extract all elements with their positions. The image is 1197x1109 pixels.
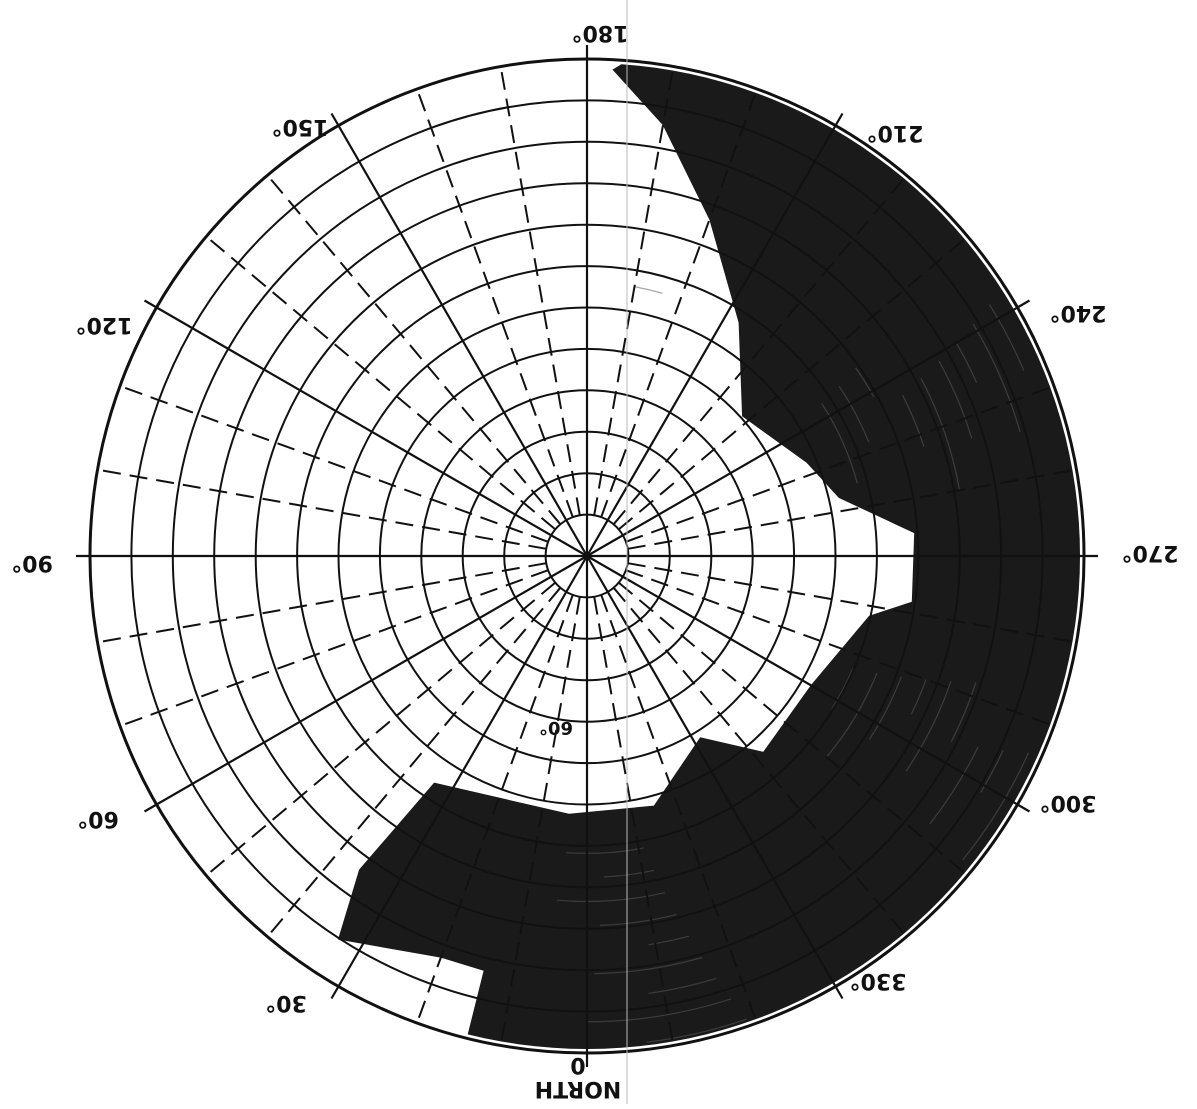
bearing-line-dashed	[625, 385, 1055, 543]
shading-streak	[855, 367, 875, 398]
label-180-deg: 180°	[572, 20, 629, 45]
label-30-deg: 30°	[265, 990, 307, 1015]
shading-streak	[988, 304, 1025, 371]
bearing-lines	[76, 0, 1098, 1104]
shading-streak	[902, 394, 925, 447]
bearing-line-dashed	[205, 581, 556, 877]
bearing-line-dashed	[119, 569, 549, 727]
label-240-deg: 240°	[1050, 300, 1107, 325]
shading-streak	[586, 998, 732, 1023]
bearing-line-dashed	[625, 569, 1055, 727]
label-inner-60-deg: 60°	[539, 717, 573, 738]
shading-streak	[599, 914, 677, 926]
label-300-deg: 300°	[1040, 790, 1097, 815]
bearing-line-solid	[586, 299, 1031, 557]
label-90-deg: 90°	[11, 550, 53, 575]
shading-streak	[648, 977, 717, 995]
shading-streak	[920, 378, 961, 491]
label-330-deg: 330°	[850, 968, 907, 993]
bearing-line-dashed	[205, 235, 556, 531]
bearing-line-dashed	[97, 562, 547, 644]
bearing-line-dashed	[618, 235, 969, 531]
bearing-line-solid	[586, 555, 1031, 813]
bearing-line-dashed	[627, 468, 1077, 550]
label-210-deg: 210°	[867, 120, 924, 145]
bearing-labels: NORTH 0 30° 60° 90° 120° 150° 180° 210° …	[11, 20, 1178, 1101]
bearing-line-dashed	[266, 174, 562, 525]
shading-streak	[868, 676, 902, 740]
bearing-line-solid	[586, 112, 844, 557]
bearing-line-dashed	[416, 594, 574, 1024]
bearing-line-dashed	[600, 594, 758, 1024]
shading-streak	[648, 935, 690, 946]
bearing-line-solid	[143, 555, 588, 813]
shading-streak	[556, 892, 665, 903]
bearing-line-solid	[143, 299, 588, 557]
bearing-line-dashed	[593, 596, 675, 1046]
bearing-line-solid	[330, 555, 588, 1000]
label-270-deg: 270°	[1122, 540, 1179, 565]
bearing-line-dashed	[612, 587, 908, 938]
bearing-line-solid	[330, 112, 588, 557]
bearing-line-solid	[586, 555, 844, 1000]
label-60-deg: 60°	[77, 806, 119, 831]
bearing-line-dashed	[627, 562, 1077, 644]
label-north-word: NORTH	[535, 1076, 622, 1101]
shaded-coverage-region	[338, 64, 1080, 1049]
shading-streak	[594, 956, 703, 975]
shading-streak	[634, 286, 663, 294]
label-0-deg: 0	[570, 1052, 585, 1077]
shading-streak	[826, 672, 878, 758]
shading-streak	[838, 385, 870, 443]
bearing-line-dashed	[266, 587, 562, 938]
shading-streak	[603, 869, 654, 878]
shading-streak	[821, 403, 858, 484]
label-150-deg: 150°	[272, 114, 329, 139]
shading-streak	[905, 681, 952, 772]
shading-streak	[910, 679, 927, 715]
bearing-line-dashed	[499, 66, 581, 516]
bearing-line-dashed	[499, 596, 581, 1046]
shading-streak	[831, 668, 854, 710]
shading-streak	[929, 746, 979, 825]
bearing-line-dashed	[593, 66, 675, 516]
bearing-line-dashed	[618, 581, 969, 877]
shading-streak	[938, 360, 973, 439]
bearing-line-dashed	[119, 385, 549, 543]
shading-streak	[980, 749, 1004, 793]
shading-streak	[962, 752, 1030, 861]
shading-streak	[950, 682, 977, 742]
label-120-deg: 120°	[76, 312, 133, 337]
bearing-line-dashed	[600, 88, 758, 518]
bearing-line-dashed	[612, 174, 908, 525]
bearing-line-dashed	[97, 468, 547, 550]
shading-streak	[646, 1018, 747, 1043]
bearing-line-dashed	[416, 88, 574, 518]
